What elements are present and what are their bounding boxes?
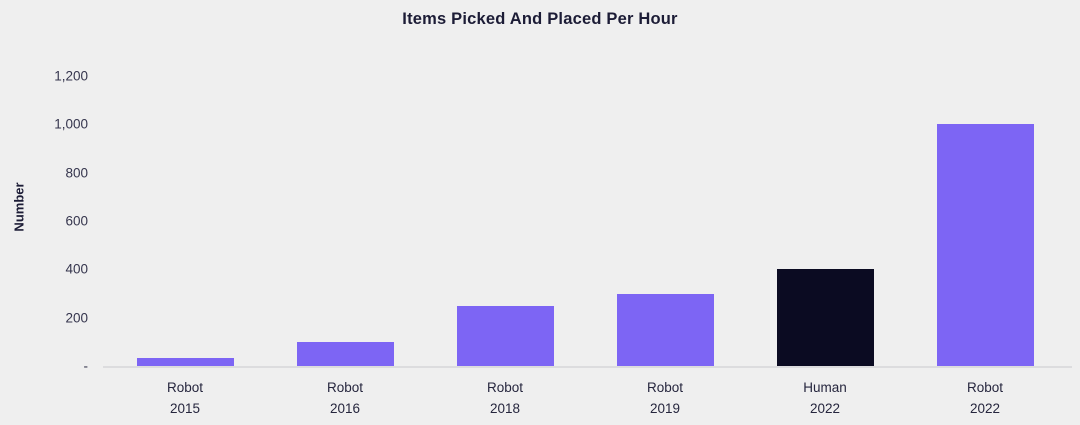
x-label-line: 2018 xyxy=(489,401,521,416)
x-label-line: 2022 xyxy=(969,401,1001,416)
x-label-human-2022: Human 2022 xyxy=(755,377,895,419)
x-label-line: Robot xyxy=(166,380,204,395)
x-label-robot-2018: Robot 2018 xyxy=(435,377,575,419)
x-label-robot-2015: Robot 2015 xyxy=(115,377,255,419)
x-label-robot-2016: Robot 2016 xyxy=(275,377,415,419)
x-label-robot-2019: Robot 2019 xyxy=(595,377,735,419)
x-label-line: 2015 xyxy=(169,401,201,416)
x-label-line: 2019 xyxy=(649,401,681,416)
y-tick: 200 xyxy=(65,310,88,326)
x-label-line: Human xyxy=(803,380,847,395)
x-label-line: Robot xyxy=(966,380,1004,395)
y-tick: - xyxy=(83,358,89,374)
x-label-robot-2022: Robot 2022 xyxy=(915,377,1055,419)
x-label-line: 2022 xyxy=(809,401,841,416)
chart-title: Items Picked And Placed Per Hour xyxy=(402,10,678,28)
y-tick: 1,200 xyxy=(54,68,88,84)
bar-robot-2019 xyxy=(616,293,714,366)
y-tick: 400 xyxy=(65,261,88,277)
x-axis-line xyxy=(103,366,1072,368)
x-label-line: Robot xyxy=(486,380,524,395)
x-label-line: Robot xyxy=(646,380,684,395)
bar-robot-2018 xyxy=(456,305,554,366)
y-tick: 1,000 xyxy=(54,116,88,132)
bar-robot-2016 xyxy=(296,341,394,366)
x-label-line: Robot xyxy=(326,380,364,395)
bar-robot-2022 xyxy=(936,124,1034,366)
y-tick: 600 xyxy=(65,213,88,229)
bar-robot-2015 xyxy=(136,357,234,366)
bar-human-2022 xyxy=(776,269,874,366)
x-label-line: 2016 xyxy=(329,401,361,416)
y-axis-label-text: Number xyxy=(11,182,27,232)
y-tick: 800 xyxy=(65,165,88,181)
